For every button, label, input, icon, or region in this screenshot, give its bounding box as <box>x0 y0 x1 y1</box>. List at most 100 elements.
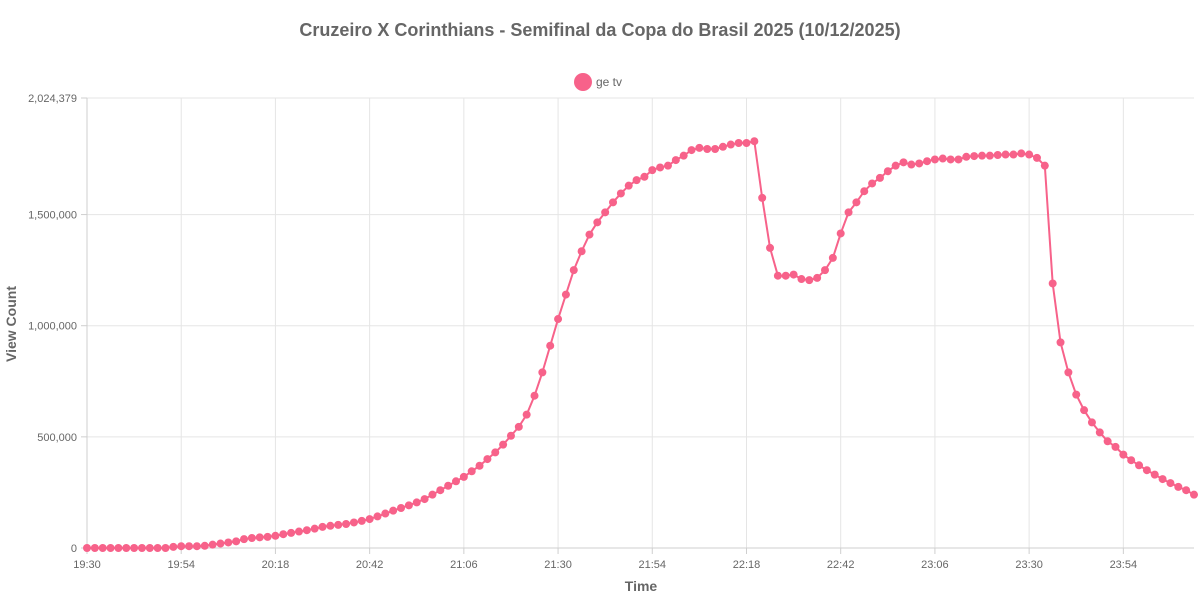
data-point <box>671 156 680 165</box>
data-point <box>530 391 539 400</box>
x-axis-title: Time <box>625 578 658 594</box>
data-point <box>609 198 618 207</box>
data-point <box>1040 161 1049 170</box>
data-point <box>593 218 602 227</box>
data-point <box>1158 475 1167 484</box>
data-point <box>789 270 798 279</box>
data-point <box>828 253 837 262</box>
data-point <box>381 509 390 518</box>
data-point <box>334 520 343 529</box>
data-point <box>232 537 241 546</box>
data-point <box>389 506 398 515</box>
data-point <box>632 176 641 185</box>
data-point <box>875 173 884 182</box>
data-point <box>122 544 131 552</box>
data-point <box>475 461 484 470</box>
data-point <box>766 243 775 252</box>
data-point <box>420 495 429 504</box>
x-tick-label: 19:30 <box>73 559 101 571</box>
data-point <box>302 526 311 535</box>
axes: 0 500,000 1,000,000 1,500,000 2,024,379 19:30… <box>28 93 1194 571</box>
data-point <box>648 166 657 175</box>
data-point <box>1095 428 1104 437</box>
data-point <box>177 542 186 551</box>
data-point <box>546 341 555 350</box>
data-point <box>561 290 570 299</box>
data-point <box>1190 490 1198 499</box>
data-point <box>522 410 531 419</box>
data-point <box>946 155 955 164</box>
data-point <box>279 530 288 539</box>
data-point <box>428 490 437 499</box>
x-tick-label: 19:54 <box>167 559 195 571</box>
chart-title: Cruzeiro X Corinthians - Semifinal da Co… <box>299 20 900 40</box>
data-point <box>726 140 735 149</box>
data-point <box>287 528 296 537</box>
data-point <box>781 271 790 280</box>
data-point <box>844 208 853 217</box>
data-point <box>1032 153 1041 162</box>
series-line <box>87 140 1195 549</box>
data-point <box>852 198 861 207</box>
data-point <box>326 521 335 530</box>
data-point <box>185 542 194 551</box>
data-point <box>506 431 515 440</box>
data-point <box>459 472 468 481</box>
data-point <box>483 455 492 464</box>
data-point <box>514 422 523 431</box>
data-point <box>98 544 107 552</box>
x-tick-label: 22:18 <box>733 559 761 571</box>
data-point <box>624 181 633 190</box>
data-point <box>1174 482 1183 491</box>
data-point <box>1001 150 1010 159</box>
data-point <box>1017 149 1026 158</box>
x-tick-label: 20:18 <box>262 559 290 571</box>
data-point <box>130 544 139 552</box>
data-point <box>192 542 201 551</box>
data-point <box>452 477 460 486</box>
data-point <box>271 531 280 540</box>
legend[interactable]: ge tv <box>574 73 622 91</box>
data-point <box>1119 450 1128 459</box>
data-point <box>656 163 665 172</box>
data-point <box>404 501 413 510</box>
data-point <box>397 503 406 512</box>
data-point <box>734 138 743 147</box>
data-point <box>1111 442 1120 451</box>
data-point <box>467 467 476 476</box>
data-point <box>821 266 829 275</box>
legend-label-ge-tv: ge tv <box>596 75 622 89</box>
x-tick-label: 21:30 <box>544 559 572 571</box>
data-point <box>310 524 319 533</box>
data-point <box>114 544 123 552</box>
data-point <box>954 155 963 164</box>
data-point <box>797 275 806 284</box>
data-point <box>145 544 154 552</box>
data-point <box>153 544 162 552</box>
data-point <box>742 138 751 147</box>
data-point <box>444 481 453 490</box>
x-tick-label: 23:54 <box>1110 559 1138 571</box>
data-point <box>711 144 720 153</box>
data-point <box>1127 456 1136 465</box>
data-point <box>491 448 500 457</box>
data-point <box>436 486 445 495</box>
data-point <box>679 151 688 160</box>
data-point <box>758 193 767 202</box>
data-point <box>601 208 610 217</box>
data-point <box>247 534 256 542</box>
data-point <box>318 522 327 531</box>
data-point <box>883 167 892 176</box>
data-point <box>577 247 586 256</box>
data-point <box>365 515 374 524</box>
data-point <box>412 498 421 507</box>
data-point <box>805 276 814 285</box>
data-point <box>978 151 987 160</box>
data-point <box>1150 470 1159 479</box>
y-tick-label: 2,024,379 <box>28 93 77 105</box>
series-line-group <box>87 140 1195 549</box>
data-point <box>1064 368 1073 377</box>
data-point <box>255 533 264 542</box>
data-point <box>836 229 845 238</box>
